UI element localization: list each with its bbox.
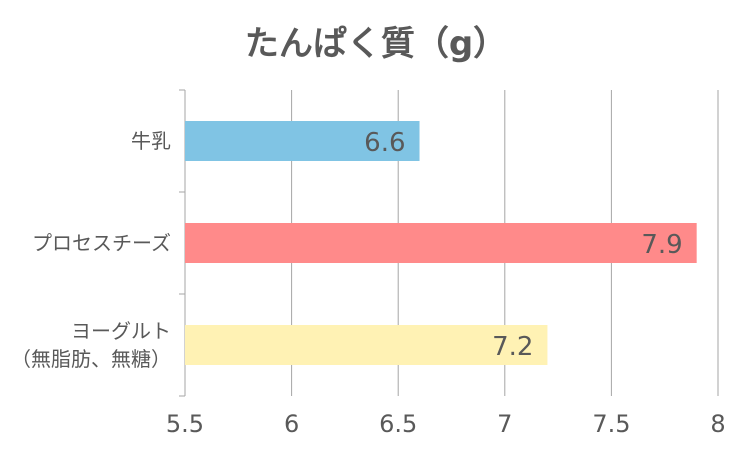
x-tick-label: 8 bbox=[710, 410, 725, 438]
x-tick-label: 5.5 bbox=[166, 410, 204, 438]
x-tick-label: 6.5 bbox=[379, 410, 417, 438]
category-label: プロセスチーズ bbox=[32, 231, 171, 255]
category-label: （無脂肪、無糖） bbox=[11, 347, 171, 371]
axes bbox=[179, 89, 186, 397]
chart-title: たんぱく質（g） bbox=[245, 24, 507, 64]
category-label: 牛乳 bbox=[131, 129, 171, 153]
data-label: 6.6 bbox=[364, 128, 405, 158]
data-label: 7.9 bbox=[641, 230, 682, 260]
category-label: ヨーグルト bbox=[71, 319, 171, 343]
x-tick-label: 6 bbox=[284, 410, 299, 438]
data-label: 7.2 bbox=[492, 332, 533, 362]
x-tick-label: 7.5 bbox=[592, 410, 630, 438]
x-tick-labels: 5.5 6 6.5 7 7.5 8 bbox=[166, 410, 726, 438]
bar bbox=[185, 325, 548, 365]
bar bbox=[185, 121, 420, 161]
x-tick-label: 7 bbox=[497, 410, 512, 438]
bars: 6.6 7.9 7.2 bbox=[185, 121, 697, 365]
bar bbox=[185, 223, 697, 263]
